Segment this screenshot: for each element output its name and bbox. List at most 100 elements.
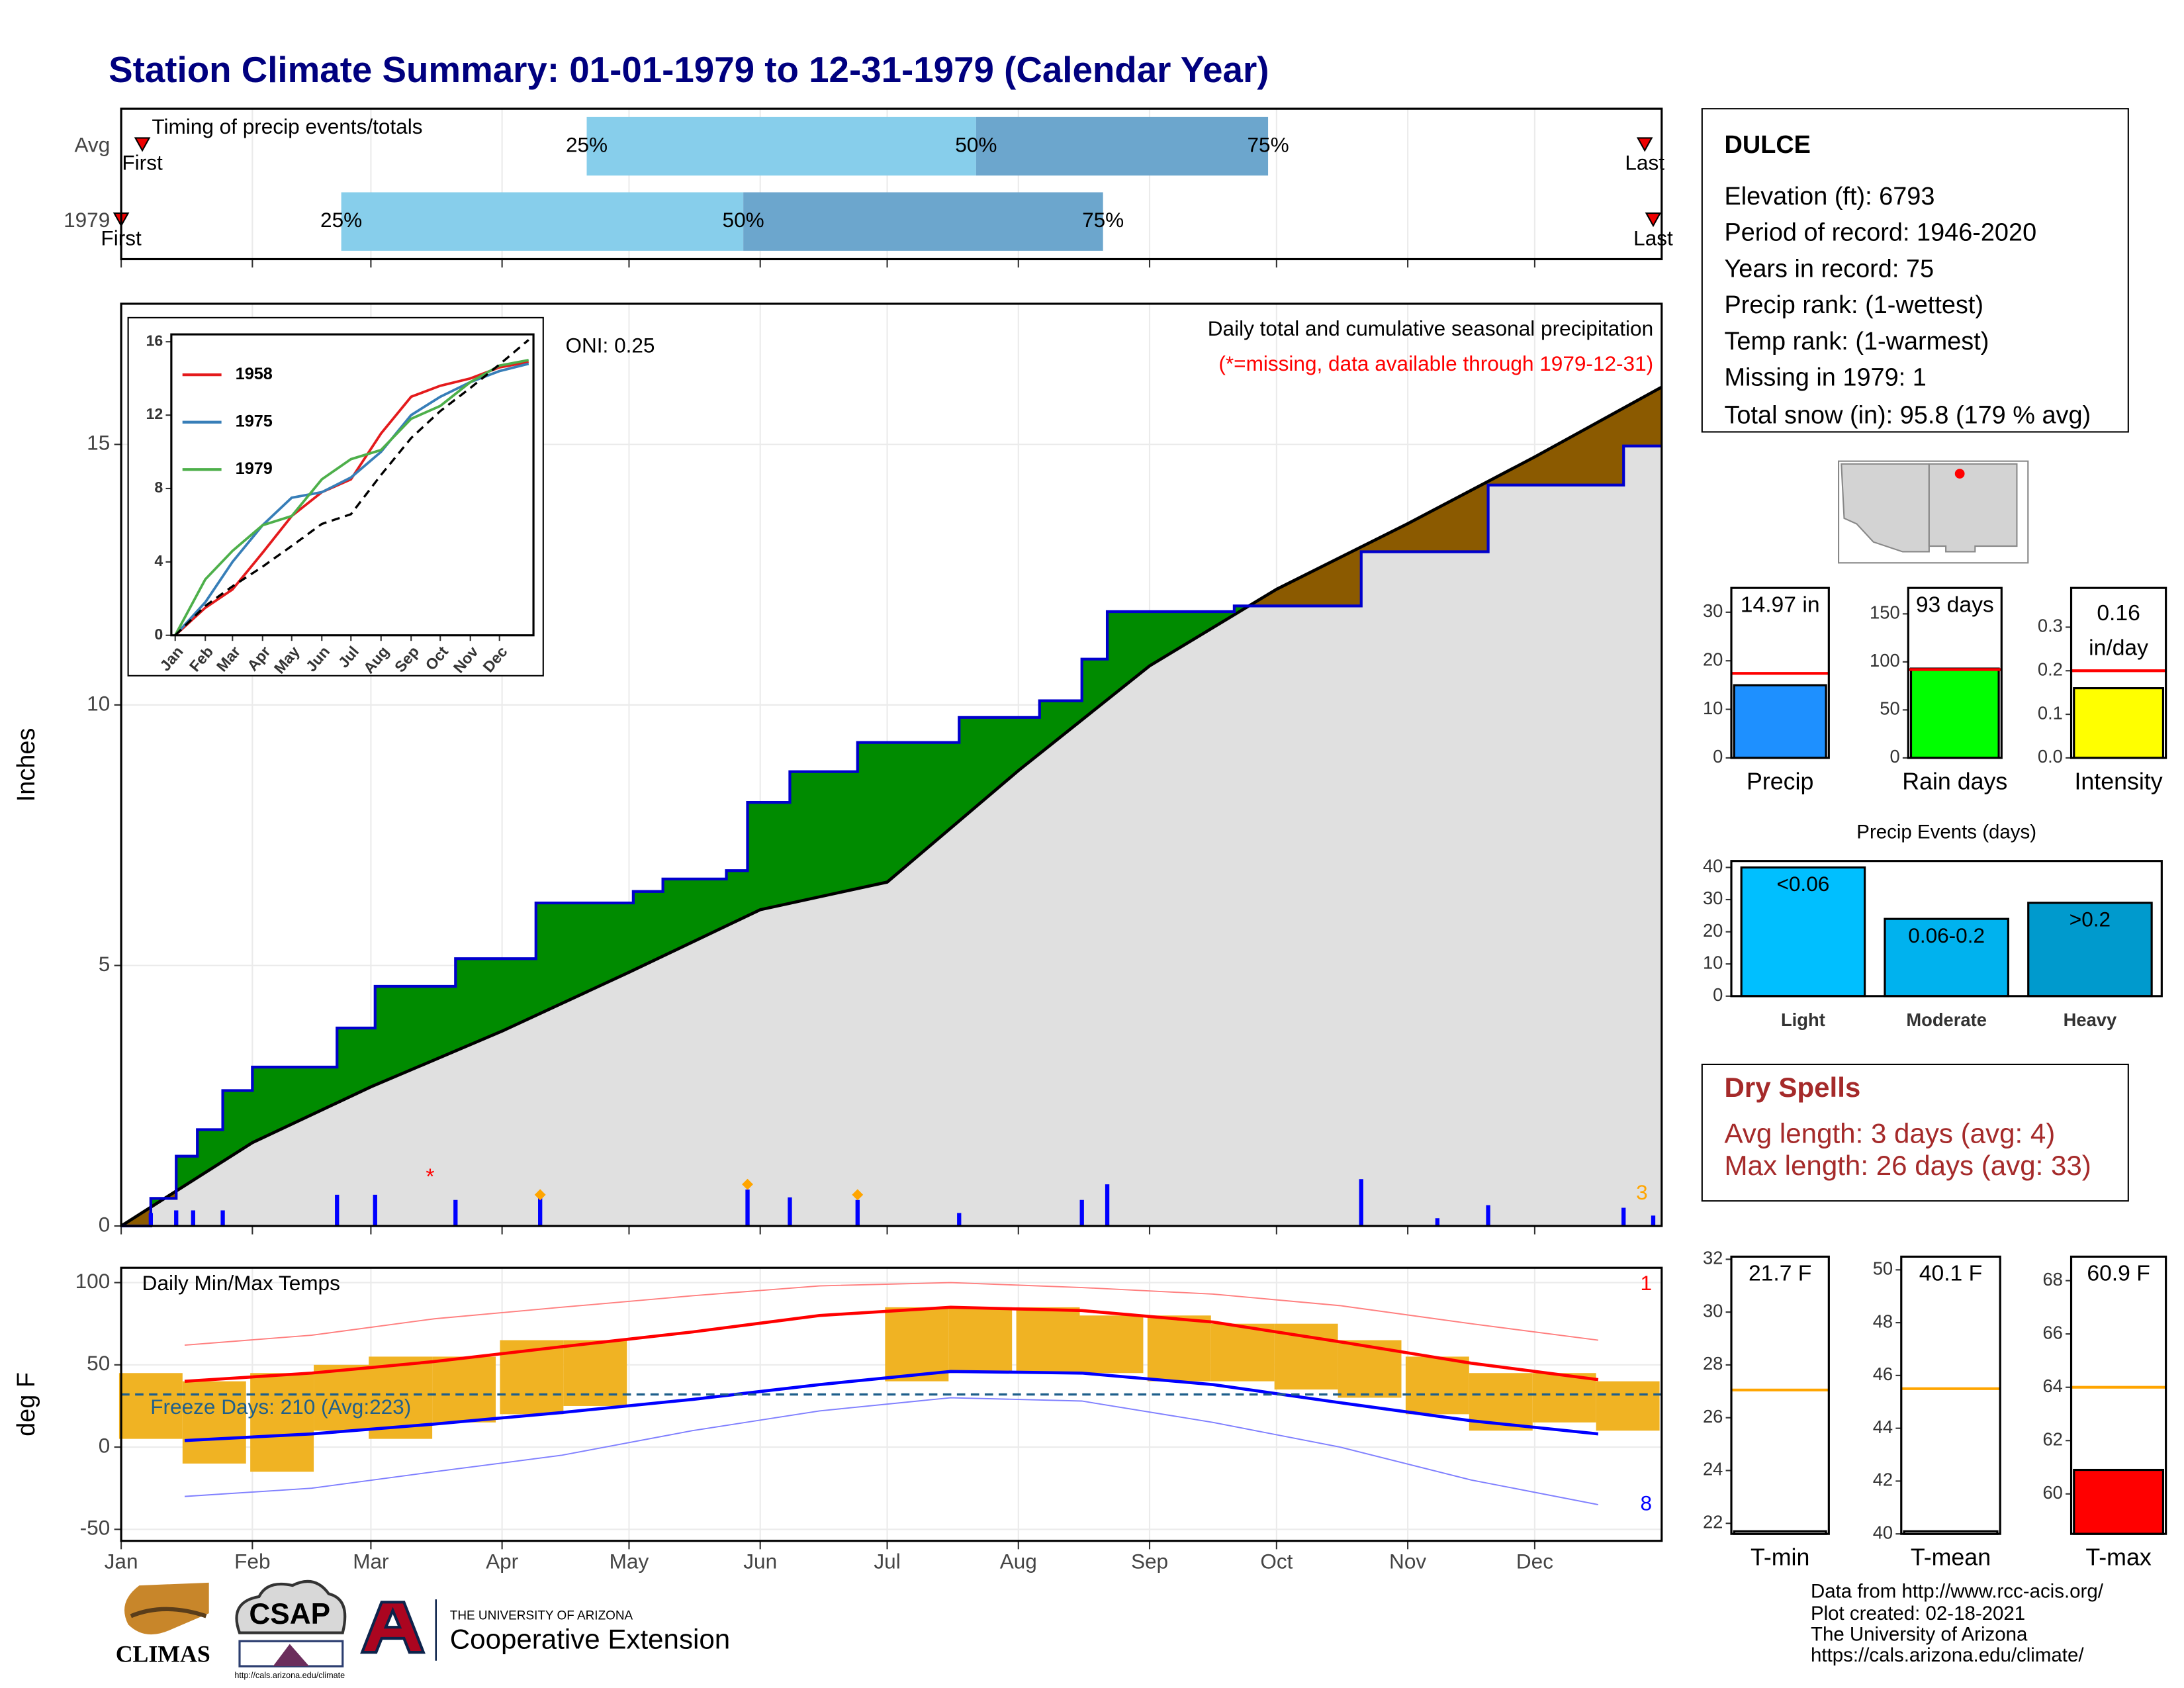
daily-range-bar (1079, 1315, 1144, 1374)
y-tick-label: 64 (2042, 1376, 2062, 1396)
logos: CLIMAS CSAP http://cals.arizona.edu/clim… (116, 1579, 730, 1680)
daily-bar (453, 1199, 458, 1227)
record-marker (742, 1178, 753, 1190)
y-tick-label: 40 (1703, 856, 1723, 876)
daily-bar (855, 1199, 860, 1227)
x-tick-label: Jun (743, 1550, 777, 1573)
y-tick-label: 0 (99, 1212, 111, 1236)
y-tick-label: 40 (1873, 1522, 1893, 1542)
daily-range-bar (948, 1307, 1013, 1374)
y-tick-label: 50 (1880, 698, 1899, 719)
x-tick-label: Apr (486, 1550, 518, 1573)
daily-bar (191, 1210, 195, 1227)
daily-bar (1435, 1218, 1440, 1227)
annotation: 8 (1640, 1491, 1652, 1515)
station-line: Temp rank: (1-warmest) (1724, 328, 1989, 355)
reference-line (174, 339, 529, 636)
quantile-bar (586, 117, 976, 176)
x-tick-label: Oct (1260, 1550, 1293, 1573)
y-tick-label: 44 (1873, 1417, 1893, 1437)
y-tick-label: 100 (75, 1269, 111, 1293)
ua-large: Cooperative Extension (450, 1623, 730, 1654)
daily-bar (1079, 1199, 1084, 1227)
daily-bar (148, 1213, 154, 1227)
y-tick-label: 50 (1873, 1258, 1893, 1279)
event-marker (1636, 137, 1653, 152)
average-line (120, 385, 1662, 1228)
daily-range-bar (1532, 1373, 1596, 1423)
y-tick-label: 60 (2042, 1482, 2062, 1503)
locator-map (1838, 460, 2029, 564)
category-label: Heavy (2064, 1009, 2117, 1030)
y-tick-label: 26 (1703, 1406, 1723, 1427)
normal-max-line (184, 1305, 1599, 1383)
record-max-line (184, 1282, 1598, 1346)
station-line: Period of record: 1946-2020 (1724, 219, 2036, 247)
missing-marker: * (426, 1165, 434, 1190)
daily-bar (1651, 1215, 1656, 1227)
y-tick-label: 100 (1870, 650, 1900, 671)
y-tick-label: 15 (87, 431, 110, 455)
plot-frame (1730, 586, 1830, 759)
quantile-label: 50% (723, 208, 764, 232)
daily-bar (220, 1210, 225, 1227)
category-label: Moderate (1906, 1009, 1987, 1030)
daily-range-bar (563, 1340, 627, 1406)
plot-frame (120, 107, 1663, 261)
bar-label: <0.06 (1776, 872, 1829, 896)
daily-range-bar (1147, 1315, 1211, 1382)
value-label: 60.9 F (2087, 1262, 2150, 1286)
y-tick-label: 150 (1870, 602, 1900, 623)
station-line: Elevation (ft): 6793 (1724, 183, 1934, 211)
y-tick-label: 12 (146, 405, 163, 422)
value-label: 21.7 F (1749, 1262, 1811, 1286)
y-tick-label: 0 (1889, 746, 1899, 767)
y-tick-label: 50 (87, 1351, 110, 1375)
csap-mountain (273, 1644, 310, 1667)
station-box (1701, 108, 2129, 433)
x-tick-label: Jan (105, 1550, 138, 1573)
y-tick-label: -50 (80, 1516, 111, 1540)
annotation: 3 (1636, 1180, 1648, 1204)
x-tick-label: Dec (1516, 1550, 1553, 1573)
y-tick-label: 4 (154, 552, 163, 569)
station-dot (1954, 469, 1965, 479)
climas-swoosh (130, 1607, 207, 1618)
y-tick-label: 24 (1703, 1459, 1723, 1479)
daily-range-bar (885, 1307, 949, 1382)
bar (2073, 1468, 2165, 1535)
y-tick-label: 0 (1713, 746, 1723, 767)
daily-bar (1486, 1205, 1490, 1227)
value-label: 0.16 (2097, 601, 2140, 626)
chart-title: Precip Events (days) (1856, 821, 2036, 843)
y-tick-label: 0.3 (2038, 616, 2063, 636)
daily-bar (174, 1210, 179, 1227)
daily-bar (538, 1197, 543, 1227)
csap-cloud (235, 1579, 347, 1634)
csap-base (238, 1640, 344, 1667)
y-tick-label: 0.0 (2038, 746, 2063, 767)
bar (2073, 687, 2165, 759)
station-line: Missing in 1979: 1 (1724, 363, 1926, 391)
legend-label: 1958 (236, 365, 273, 383)
daily-range-bar (314, 1364, 377, 1431)
plot-frame (120, 1266, 1663, 1542)
record-min-line (184, 1397, 1599, 1505)
daily-range-bar (1405, 1356, 1469, 1415)
dry-spells-title: Dry Spells (1724, 1072, 1860, 1103)
bar (1884, 917, 2009, 998)
y-tick-label: 28 (1703, 1353, 1723, 1374)
daily-bar (335, 1194, 340, 1227)
ua-emblem (360, 1601, 426, 1654)
footer-line: Plot created: 02-18-2021 (1811, 1603, 2025, 1624)
csap-logo: CSAP (249, 1598, 330, 1630)
bar-label: 0.06-0.2 (1908, 923, 1985, 947)
y-tick-label: 10 (1703, 698, 1723, 718)
y-tick-label: 16 (146, 332, 163, 349)
x-tick-label: Mar (353, 1550, 388, 1573)
dry-spells-box (1701, 1063, 2129, 1202)
daily-range-bar (1016, 1307, 1080, 1374)
y-tick-label: 0.1 (2038, 702, 2063, 723)
